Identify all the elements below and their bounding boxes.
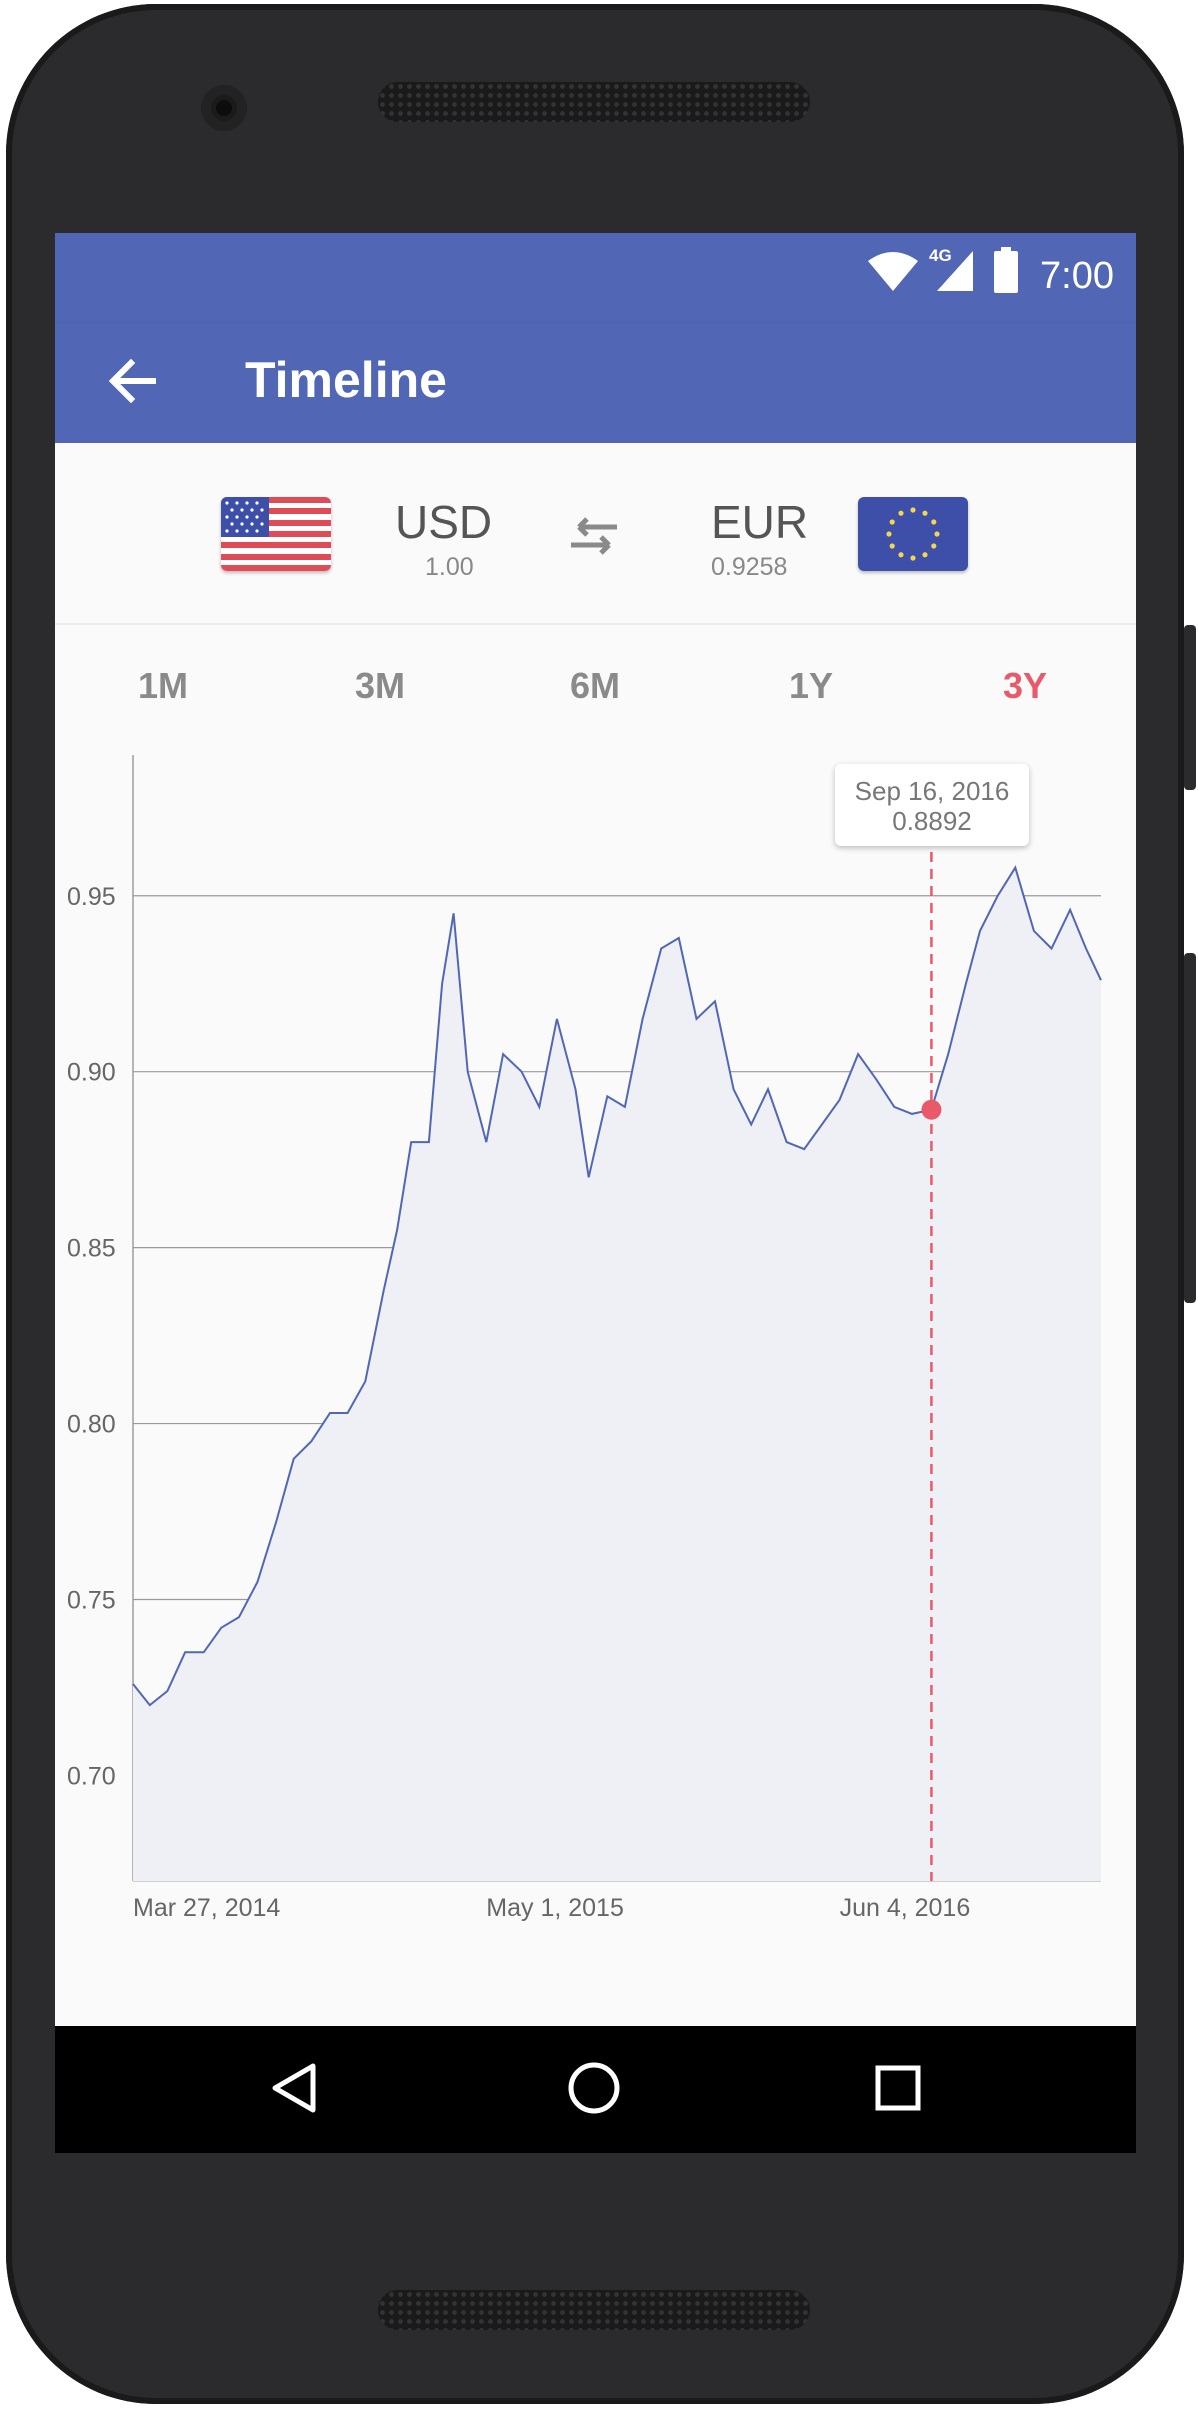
back-nav-icon[interactable] <box>267 2060 323 2116</box>
x-tick-label: Mar 27, 2014 <box>133 1894 280 1922</box>
eu-flag-icon[interactable] <box>858 497 968 571</box>
eu-star <box>889 543 895 549</box>
tab-1m[interactable]: 1M <box>137 665 188 706</box>
y-tick-label: 0.75 <box>67 1587 116 1615</box>
to-currency-rate: 0.9258 <box>711 553 788 581</box>
us-flag-icon[interactable] <box>221 497 331 571</box>
status-bar: 4G 7:00 <box>55 233 1136 323</box>
y-tick-label: 0.95 <box>67 883 116 911</box>
from-currency-rate: 1.00 <box>425 553 474 581</box>
system-nav-bar <box>55 2026 1136 2153</box>
tooltip-value: 0.8892 <box>892 806 972 836</box>
eu-star <box>931 519 937 525</box>
range-tabs: 1M 3M 6M 1Y 3Y <box>55 625 1136 745</box>
y-tick-label: 0.90 <box>67 1059 116 1087</box>
volume-button[interactable] <box>1184 953 1196 1303</box>
tooltip-date: Sep 16, 2016 <box>854 776 1010 806</box>
eu-star <box>934 531 940 537</box>
battery-icon <box>994 247 1018 293</box>
eu-star <box>898 510 904 516</box>
eu-star <box>898 552 904 558</box>
y-tick-label: 0.85 <box>67 1235 116 1263</box>
cellular-signal-icon <box>937 251 973 291</box>
power-button[interactable] <box>1184 625 1196 790</box>
eu-star <box>922 510 928 516</box>
to-currency-code[interactable]: EUR <box>711 496 809 548</box>
tab-1y[interactable]: 1Y <box>788 665 834 706</box>
back-arrow-icon[interactable] <box>103 351 163 411</box>
app-bar: Timeline <box>55 323 1136 443</box>
tab-6m[interactable]: 6M <box>569 665 620 706</box>
tab-3y[interactable]: 3Y <box>1002 665 1048 706</box>
network-type-label: 4G <box>929 246 952 265</box>
bottom-speaker <box>378 2290 810 2330</box>
wifi-icon <box>868 252 918 291</box>
eu-star <box>931 543 937 549</box>
top-speaker <box>378 82 810 122</box>
eu-star <box>886 531 892 537</box>
swap-icon[interactable] <box>567 513 621 559</box>
chart-area-fill <box>133 867 1101 1881</box>
eu-star <box>922 552 928 558</box>
eu-star <box>910 555 916 561</box>
currency-pair: USD 1.00 EUR 0.9258 <box>55 443 1136 625</box>
status-time: 7:00 <box>1040 255 1114 297</box>
from-currency-code[interactable]: USD <box>395 496 493 548</box>
tab-3m[interactable]: 3M <box>354 665 405 706</box>
y-tick-label: 0.70 <box>67 1762 116 1790</box>
front-camera <box>201 85 247 131</box>
page-title: Timeline <box>245 352 447 408</box>
chart-series-line <box>132 865 1102 1707</box>
x-tick-label: Jun 4, 2016 <box>840 1894 971 1922</box>
eu-star <box>910 507 916 513</box>
x-tick-label: May 1, 2015 <box>486 1894 624 1922</box>
eu-star <box>889 519 895 525</box>
timeline-chart[interactable]: 0.95 0.90 0.85 0.80 0.75 0.70 Mar 27, 2014 May… <box>55 745 1136 2025</box>
screen: 4G 7:00 Timeline <box>55 233 1136 2153</box>
chart-tooltip: Sep 16, 2016 0.8892 <box>835 764 1029 846</box>
home-nav-icon[interactable] <box>566 2060 622 2116</box>
highlight-marker-dot[interactable] <box>921 1099 942 1120</box>
recents-nav-icon[interactable] <box>874 2064 922 2112</box>
y-tick-label: 0.80 <box>67 1411 116 1439</box>
